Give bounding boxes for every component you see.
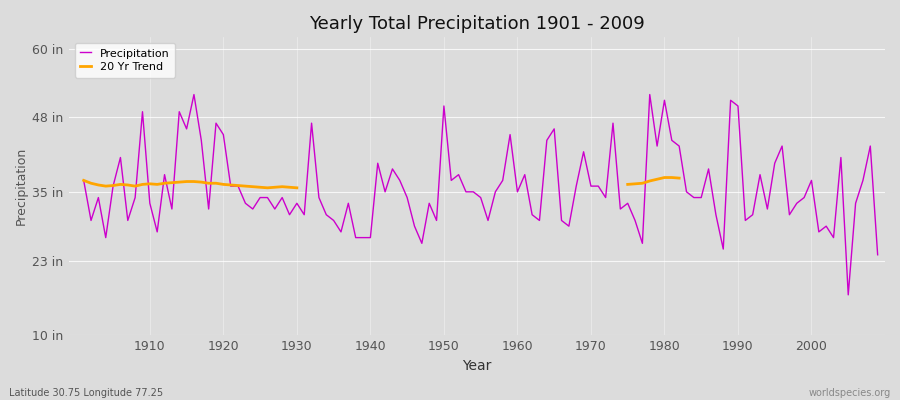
Precipitation — [306, 121, 317, 126]
X-axis label: Year: Year — [463, 359, 491, 373]
20 Yr Trend — [159, 181, 170, 186]
20 Yr Trend — [130, 184, 140, 188]
20 Yr Trend — [262, 186, 273, 190]
20 Yr Trend — [255, 185, 266, 190]
Precipitation — [872, 252, 883, 257]
20 Yr Trend — [233, 183, 244, 188]
Precipitation — [842, 292, 853, 297]
20 Yr Trend — [181, 179, 192, 184]
20 Yr Trend — [240, 184, 251, 188]
20 Yr Trend — [211, 181, 221, 186]
Precipitation — [78, 178, 89, 183]
20 Yr Trend — [122, 182, 133, 187]
Precipitation — [512, 190, 523, 194]
20 Yr Trend — [78, 178, 89, 183]
Title: Yearly Total Precipitation 1901 - 2009: Yearly Total Precipitation 1901 - 2009 — [309, 15, 645, 33]
20 Yr Trend — [93, 182, 104, 187]
20 Yr Trend — [269, 185, 280, 190]
Precipitation — [608, 121, 618, 126]
20 Yr Trend — [174, 180, 184, 184]
Text: Latitude 30.75 Longitude 77.25: Latitude 30.75 Longitude 77.25 — [9, 388, 163, 398]
20 Yr Trend — [115, 182, 126, 187]
20 Yr Trend — [86, 181, 96, 186]
Line: 20 Yr Trend: 20 Yr Trend — [84, 180, 297, 188]
20 Yr Trend — [166, 180, 177, 185]
Y-axis label: Precipitation: Precipitation — [15, 147, 28, 225]
20 Yr Trend — [196, 180, 207, 184]
Precipitation — [350, 235, 361, 240]
20 Yr Trend — [108, 183, 119, 188]
20 Yr Trend — [152, 182, 163, 187]
20 Yr Trend — [292, 186, 302, 190]
20 Yr Trend — [203, 181, 214, 186]
Legend: Precipitation, 20 Yr Trend: Precipitation, 20 Yr Trend — [75, 43, 176, 78]
20 Yr Trend — [277, 184, 288, 189]
20 Yr Trend — [144, 182, 155, 186]
Line: Precipitation: Precipitation — [84, 94, 878, 295]
Precipitation — [188, 92, 199, 97]
20 Yr Trend — [188, 179, 199, 184]
Precipitation — [519, 172, 530, 177]
20 Yr Trend — [225, 182, 236, 187]
20 Yr Trend — [137, 182, 148, 187]
Text: worldspecies.org: worldspecies.org — [809, 388, 891, 398]
20 Yr Trend — [100, 184, 111, 188]
20 Yr Trend — [218, 182, 229, 187]
20 Yr Trend — [284, 185, 295, 190]
Precipitation — [137, 109, 148, 114]
20 Yr Trend — [248, 184, 258, 189]
